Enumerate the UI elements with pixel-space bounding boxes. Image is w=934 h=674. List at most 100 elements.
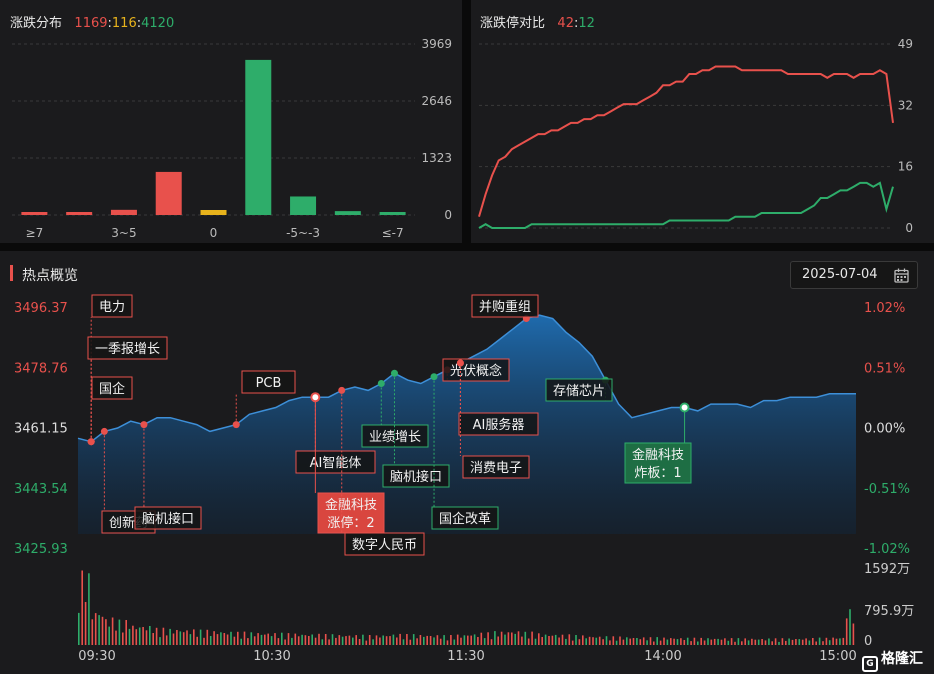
date-picker[interactable]: 2025-07-04 bbox=[790, 261, 918, 289]
annotation-label: 涨停：2 bbox=[327, 515, 374, 531]
volume-bar bbox=[710, 639, 713, 645]
left-tick-label: 3478.76 bbox=[14, 361, 68, 376]
volume-bar bbox=[521, 636, 523, 645]
volume-bar bbox=[636, 638, 638, 645]
volume-bar bbox=[176, 630, 178, 645]
annotation-dot bbox=[679, 402, 690, 413]
ratio-title: 涨跌停对比 bbox=[480, 16, 546, 31]
annotation-box bbox=[344, 532, 425, 556]
volume-bar bbox=[396, 637, 398, 645]
volume-bar bbox=[118, 619, 121, 645]
volume-bar bbox=[101, 616, 104, 645]
volume-bar bbox=[554, 634, 557, 645]
volume-bar bbox=[713, 638, 716, 645]
volume-bar bbox=[737, 638, 740, 645]
annotation-box bbox=[134, 506, 202, 530]
y-tick-label: 0 bbox=[905, 221, 913, 235]
bar bbox=[290, 196, 317, 215]
volume-bar bbox=[497, 636, 499, 645]
volume-bar bbox=[683, 640, 686, 645]
limit-down-line bbox=[478, 181, 894, 229]
volume-bar bbox=[125, 620, 127, 645]
annotation-label: 国企改革 bbox=[439, 511, 491, 527]
volume-bar bbox=[595, 637, 598, 645]
volume-bar bbox=[781, 638, 784, 645]
annotation-label: 消费电子 bbox=[470, 461, 522, 476]
right-tick-label: 0.00% bbox=[864, 422, 905, 437]
volume-bar bbox=[179, 631, 182, 645]
volume-bar bbox=[338, 635, 341, 645]
right-tick-label: -1.02% bbox=[864, 542, 910, 557]
volume-bar bbox=[801, 639, 804, 645]
volume-bar bbox=[233, 636, 236, 645]
volume-bar bbox=[216, 634, 219, 645]
volume-bar bbox=[531, 631, 533, 645]
x-tick-label: 14:00 bbox=[644, 649, 681, 664]
annotation-label: 炸板：1 bbox=[634, 466, 681, 481]
volume-bar bbox=[724, 638, 726, 645]
volume-bar bbox=[196, 636, 198, 645]
volume-bar bbox=[582, 635, 584, 645]
volume-bar bbox=[436, 635, 439, 645]
volume-bar bbox=[209, 636, 212, 645]
volume-bar bbox=[477, 637, 479, 645]
volume-bar bbox=[575, 635, 577, 645]
volume-bar bbox=[494, 631, 496, 645]
volume-bar bbox=[186, 630, 188, 645]
volume-bar bbox=[629, 638, 631, 645]
volume-bar bbox=[818, 637, 821, 645]
volume-bar bbox=[352, 637, 354, 645]
volume-bar bbox=[538, 633, 540, 645]
volume-bar bbox=[487, 632, 489, 645]
volume-bar bbox=[362, 634, 364, 645]
volume-bar bbox=[433, 637, 435, 645]
volume-tick-label: 795.9万 bbox=[864, 604, 914, 619]
volume-bar bbox=[561, 634, 564, 645]
volume-bar bbox=[250, 632, 253, 645]
annotation-box bbox=[241, 370, 296, 394]
volume-bar bbox=[730, 638, 733, 645]
volume-bar bbox=[98, 615, 100, 645]
volume-bar bbox=[642, 637, 645, 645]
annotation-box bbox=[91, 294, 133, 318]
limit-up-line bbox=[478, 65, 894, 217]
x-tick-label: 09:30 bbox=[78, 649, 115, 664]
bar bbox=[66, 212, 93, 215]
volume-bar bbox=[659, 640, 662, 645]
bar bbox=[200, 210, 227, 215]
volume-bar bbox=[240, 638, 242, 645]
volume-bar bbox=[152, 633, 154, 645]
volume-bar bbox=[169, 628, 171, 645]
volume-bar bbox=[94, 613, 97, 645]
volume-bar bbox=[842, 637, 845, 645]
volume-bar bbox=[392, 634, 395, 645]
annotation-label: AI智能体 bbox=[310, 456, 362, 471]
volume-bar bbox=[429, 636, 432, 645]
y-tick-label: 49 bbox=[898, 37, 913, 51]
volume-bar bbox=[656, 637, 658, 645]
bar bbox=[110, 209, 137, 215]
volume-bar bbox=[697, 641, 699, 645]
volume-bar bbox=[105, 619, 107, 645]
volume-bar bbox=[379, 637, 381, 645]
y-tick-label: 16 bbox=[898, 160, 913, 174]
volume-bar bbox=[588, 636, 591, 645]
volume-bar bbox=[416, 638, 418, 645]
volume-bar bbox=[605, 636, 608, 645]
volume-bar bbox=[788, 638, 790, 645]
annotation-label: 金融科技 bbox=[325, 497, 377, 513]
volume-bar bbox=[717, 638, 719, 645]
date-value: 2025-07-04 bbox=[802, 267, 878, 282]
volume-bar bbox=[223, 633, 226, 645]
annotation-dot bbox=[456, 359, 464, 367]
calendar-icon[interactable] bbox=[894, 268, 909, 283]
volume-bar bbox=[592, 637, 594, 645]
annotation-label: 数字人民币 bbox=[352, 538, 417, 553]
volume-bar bbox=[132, 625, 134, 645]
annotation-box bbox=[87, 336, 168, 360]
volume-bar bbox=[270, 636, 273, 645]
volume-bar bbox=[626, 637, 628, 645]
volume-bar bbox=[703, 640, 706, 645]
annotation-box bbox=[624, 442, 692, 484]
volume-bar bbox=[663, 637, 665, 645]
